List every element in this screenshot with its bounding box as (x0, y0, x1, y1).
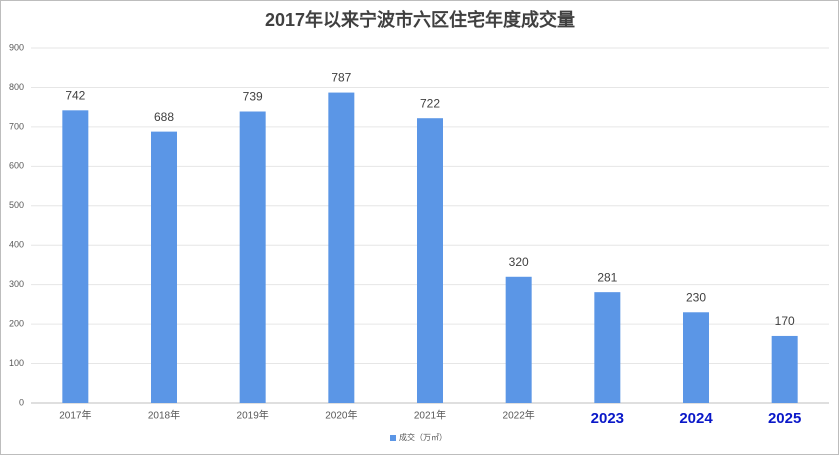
x-tick-label: 2020年 (325, 409, 357, 422)
bar (505, 276, 532, 403)
value-label: 170 (775, 314, 795, 328)
bar (62, 110, 89, 404)
legend-label: 成交（万㎡） (399, 432, 447, 442)
y-tick-label: 400 (9, 240, 24, 250)
x-tick-label: 2018年 (148, 409, 180, 422)
y-tick-label: 100 (9, 358, 24, 368)
x-tick-label: 2017年 (59, 409, 91, 422)
value-label: 688 (154, 110, 174, 124)
y-tick-label: 900 (9, 42, 24, 52)
y-tick-label: 200 (9, 318, 24, 328)
bar (151, 131, 177, 403)
bar (417, 118, 443, 403)
legend-swatch (390, 435, 396, 441)
x-tick-label: 2025 (768, 410, 801, 427)
value-label: 742 (65, 88, 85, 102)
y-tick-label: 700 (9, 121, 24, 131)
y-tick-label: 800 (9, 82, 24, 92)
value-label: 281 (597, 270, 617, 284)
y-tick-label: 0 (19, 397, 24, 407)
bar (683, 312, 709, 403)
value-label: 320 (509, 255, 529, 269)
chart-title: 2017年以来宁波市六区住宅年度成交量 (265, 9, 575, 30)
x-tick-label: 2023 (591, 410, 624, 427)
bar (771, 335, 798, 403)
value-label: 722 (420, 96, 440, 110)
y-tick-label: 600 (9, 161, 24, 171)
value-label: 739 (243, 90, 263, 104)
bar (239, 111, 266, 403)
value-label: 230 (686, 290, 706, 304)
bar (328, 92, 355, 404)
x-tick-label: 2022年 (503, 409, 535, 422)
x-tick-label: 2021年 (414, 409, 446, 422)
bar (594, 292, 621, 403)
x-tick-label: 2019年 (237, 409, 269, 422)
y-tick-label: 300 (9, 279, 24, 289)
value-label: 787 (331, 71, 351, 85)
x-tick-label: 2024 (679, 410, 713, 427)
y-tick-label: 500 (9, 200, 24, 210)
